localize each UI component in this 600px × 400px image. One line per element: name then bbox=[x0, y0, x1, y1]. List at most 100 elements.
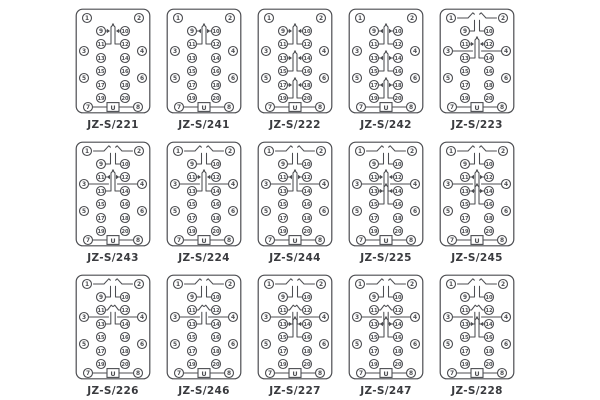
mid-contact-left bbox=[104, 304, 114, 325]
terminal-11: 11 bbox=[277, 171, 289, 183]
contact-elbow bbox=[377, 88, 385, 99]
terminal-number: 16 bbox=[394, 335, 402, 341]
terminal-number: 10 bbox=[303, 162, 311, 168]
terminal-number: 1 bbox=[267, 16, 271, 22]
terminal-14: 14 bbox=[119, 52, 131, 64]
terminal-number: 16 bbox=[303, 202, 311, 208]
socket-outline bbox=[166, 8, 242, 114]
terminal-17: 17 bbox=[459, 345, 471, 357]
socket-outline bbox=[439, 274, 515, 380]
mid-contact-right bbox=[112, 304, 122, 325]
contact-bar bbox=[384, 169, 389, 182]
terminal-15: 15 bbox=[95, 331, 107, 343]
terminal-number: 8 bbox=[318, 105, 322, 111]
terminal-9: 9 bbox=[277, 158, 289, 170]
contact-elbow bbox=[195, 180, 203, 192]
diagram-row: U 1 2 9 10 11 12 3 4 13 14 15 16 5 6 17 18 19 20 7 8 JZ-S/22… bbox=[75, 8, 600, 131]
terminal-number: 13 bbox=[279, 189, 287, 195]
terminal-14: 14 bbox=[119, 318, 131, 330]
contact-bar bbox=[384, 23, 389, 36]
terminal-number: 6 bbox=[322, 209, 326, 215]
terminal-number: 11 bbox=[188, 42, 196, 48]
top-contact-right bbox=[205, 278, 225, 298]
terminal-12: 12 bbox=[392, 171, 404, 183]
relay-diagram-cell: U 1 2 9 10 11 12 3 4 13 14 15 16 5 6 17 18 19 20 7 8 JZ-S/24… bbox=[166, 8, 242, 131]
terminal-number: 10 bbox=[394, 295, 402, 301]
terminal-8: 8 bbox=[223, 101, 235, 113]
terminal-14: 14 bbox=[210, 52, 222, 64]
terminal-number: 2 bbox=[137, 16, 141, 22]
terminal-number: 3 bbox=[264, 315, 268, 321]
socket-outline bbox=[257, 8, 333, 114]
terminal-number: 2 bbox=[501, 282, 505, 288]
terminal-1: 1 bbox=[445, 278, 457, 290]
terminal-number: 3 bbox=[355, 49, 359, 55]
terminal-5: 5 bbox=[169, 72, 181, 84]
terminal-3: 3 bbox=[351, 311, 363, 323]
terminal-14: 14 bbox=[119, 185, 131, 197]
contact-bar bbox=[384, 50, 389, 63]
terminal-20: 20 bbox=[392, 358, 404, 370]
terminal-19: 19 bbox=[459, 92, 471, 104]
terminal-number: 19 bbox=[279, 229, 287, 235]
contact-14-16 bbox=[293, 50, 304, 72]
terminal-number: 12 bbox=[485, 308, 493, 314]
terminal-number: 8 bbox=[227, 371, 231, 377]
terminal-20: 20 bbox=[301, 225, 313, 237]
relay-diagram-cell: U 1 2 9 10 11 12 3 4 13 14 15 16 5 6 17 18 19 20 7 8 JZ-S/22… bbox=[75, 8, 151, 131]
terminal-9: 9 bbox=[277, 25, 289, 37]
terminal-11: 11 bbox=[186, 38, 198, 50]
terminal-18: 18 bbox=[301, 345, 313, 357]
u-box: U bbox=[197, 368, 211, 378]
terminal-number: 19 bbox=[188, 96, 196, 102]
terminal-number: 16 bbox=[303, 69, 311, 75]
terminal-16: 16 bbox=[392, 65, 404, 77]
terminal-number: 7 bbox=[450, 105, 454, 111]
terminal-number: 13 bbox=[461, 56, 469, 62]
terminal-number: 12 bbox=[485, 42, 493, 48]
contact-14-16 bbox=[475, 183, 486, 205]
top-contact-left bbox=[456, 12, 476, 32]
contact-elbow bbox=[104, 180, 112, 192]
top-contact-left bbox=[92, 278, 112, 298]
terminal-6: 6 bbox=[136, 205, 148, 217]
terminal-7: 7 bbox=[264, 234, 276, 246]
terminal-13: 13 bbox=[95, 52, 107, 64]
terminal-number: 20 bbox=[212, 362, 220, 368]
terminal-13: 13 bbox=[459, 52, 471, 64]
terminal-15: 15 bbox=[186, 331, 198, 343]
terminal-2: 2 bbox=[406, 12, 418, 24]
terminal-6: 6 bbox=[500, 338, 512, 350]
terminal-6: 6 bbox=[500, 205, 512, 217]
terminal-number: 12 bbox=[121, 175, 129, 181]
contact-blade bbox=[116, 28, 120, 34]
terminal-12: 12 bbox=[210, 171, 222, 183]
terminal-number: 6 bbox=[231, 76, 235, 82]
contact-blade bbox=[288, 55, 292, 61]
socket-outline bbox=[257, 141, 333, 247]
terminal-number: 9 bbox=[281, 29, 285, 35]
contact-elbow bbox=[296, 327, 304, 338]
contact-blade bbox=[298, 321, 302, 327]
terminal-17: 17 bbox=[95, 212, 107, 224]
terminal-number: 5 bbox=[82, 342, 86, 348]
diagram-label: JZ-S/221 bbox=[87, 119, 139, 131]
terminal-number: 19 bbox=[279, 96, 287, 102]
terminal-8: 8 bbox=[314, 367, 326, 379]
terminal-number: 16 bbox=[212, 69, 220, 75]
terminal-number: 5 bbox=[446, 209, 450, 215]
terminal-5: 5 bbox=[169, 338, 181, 350]
terminal-4: 4 bbox=[136, 45, 148, 57]
terminal-number: 15 bbox=[279, 335, 287, 341]
terminal-1: 1 bbox=[445, 145, 457, 157]
terminal-number: 7 bbox=[177, 105, 181, 111]
socket-outline bbox=[439, 8, 515, 114]
terminal-10: 10 bbox=[210, 158, 222, 170]
terminal-17: 17 bbox=[186, 79, 198, 91]
terminal-number: 18 bbox=[485, 216, 493, 222]
terminal-number: 1 bbox=[176, 149, 180, 155]
terminal-10: 10 bbox=[392, 25, 404, 37]
terminal-19: 19 bbox=[186, 358, 198, 370]
terminal-12: 12 bbox=[483, 38, 495, 50]
